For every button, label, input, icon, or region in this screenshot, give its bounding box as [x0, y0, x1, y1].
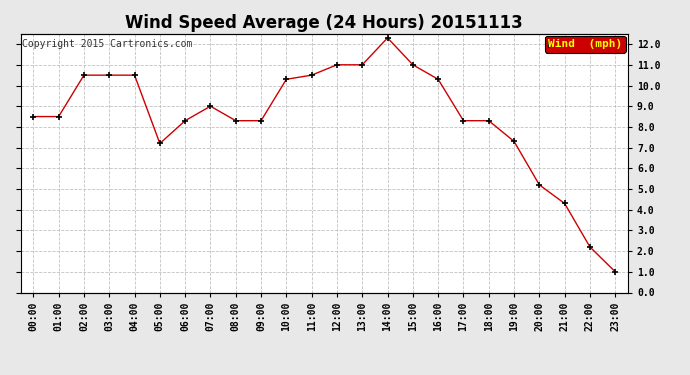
Legend: Wind  (mph): Wind (mph): [545, 36, 626, 52]
Text: Copyright 2015 Cartronics.com: Copyright 2015 Cartronics.com: [22, 39, 193, 49]
Title: Wind Speed Average (24 Hours) 20151113: Wind Speed Average (24 Hours) 20151113: [126, 14, 523, 32]
